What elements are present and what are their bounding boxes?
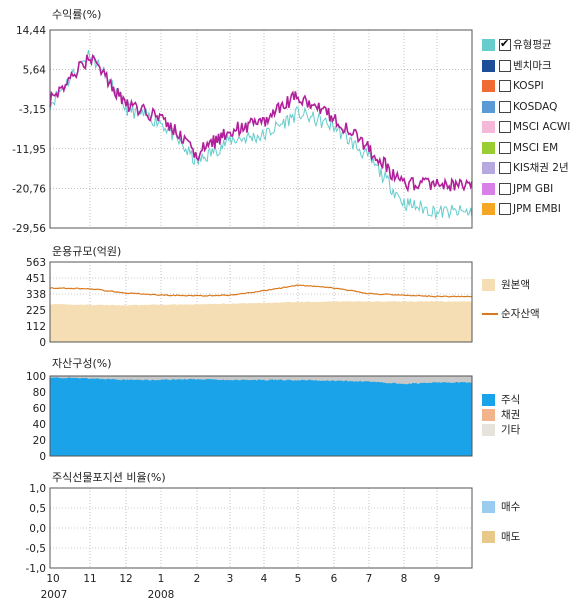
legend-checkbox[interactable]: ✔ [499,37,511,51]
legend-swatch [482,141,495,154]
panel2-ytick-label: 112 [26,321,46,333]
legend-checkbox[interactable] [499,182,511,195]
panel3-title: 자산구성(%) [52,357,112,370]
panel4-ytick-label: 0,0 [29,523,46,535]
panel4-ytick-label: -1,0 [26,563,47,575]
panel2-ytick-label: 338 [26,289,46,301]
panel1-ytick-label: 14,44 [16,25,46,37]
legend-label: JPM GBI [513,182,554,195]
legend-swatch [482,394,495,406]
asset-mix-stock-area [50,377,472,456]
legend-swatch [482,424,495,436]
panel3-frame [49,375,473,457]
legend-swatch [482,313,498,315]
panel1-frame [49,29,473,229]
legend-swatch [482,501,495,513]
legend-label: 벤치마크 [513,59,552,72]
check-icon: ✔ [500,37,510,50]
legend-label: 주식 [501,394,521,406]
x-month-label: 4 [261,573,268,585]
legend-swatch [482,279,495,291]
legend-checkbox[interactable] [499,203,511,215]
legend-label: MSCI ACWI [513,121,571,133]
legend-swatch [482,182,495,195]
panel2-ytick-label: 451 [26,273,46,285]
panel1-title: 수익률(%) [52,8,102,21]
legend-swatch [482,531,495,543]
legend-label: JPM EMBI [513,203,561,215]
panel1-ytick-label: -3,15 [19,104,46,116]
legend-checkbox[interactable] [499,100,511,113]
panel4-frame [49,487,473,569]
panel3-ytick-label: 40 [33,419,46,431]
legend-label: 유형평균 [513,39,552,51]
legend-swatch [482,121,495,133]
legend-swatch [482,100,495,113]
legend-swatch [482,409,495,421]
legend-label: 매도 [501,531,521,543]
x-year-label: 2007 [41,589,68,601]
panel1-plot-area [50,30,472,228]
panel2-frame [49,261,473,343]
panel4-ytick-label: 1,0 [29,483,46,495]
legend-swatch [482,39,495,51]
x-month-label: 8 [401,573,408,585]
x-month-label: 12 [119,573,132,585]
x-month-label: 6 [331,573,338,585]
x-month-label: 3 [227,573,234,585]
x-month-label: 11 [83,573,96,585]
legend-label: 매수 [501,501,521,513]
panel2-ytick-label: 225 [26,305,46,317]
x-month-label: 10 [46,573,59,585]
panel4-title: 주식선물포지션 비율(%) [52,471,166,484]
legend-label: 채권 [501,409,521,421]
legend-swatch [482,59,495,72]
legend-swatch [482,80,495,92]
panel1-ytick-label: -29,56 [12,223,46,235]
legend-swatch [482,162,495,174]
panel4-ytick-label: 0,5 [29,503,46,515]
panel3-ytick-label: 100 [26,371,46,383]
x-month-label: 1 [158,573,165,585]
legend-label: KIS채권 2년 [513,162,569,174]
legend-label: MSCI EM [513,141,559,154]
returns-series-0-line [49,49,473,220]
panel3-ytick-label: 0 [39,451,46,463]
fund-size-net-asset-line [49,284,473,298]
legend-swatch [482,203,495,215]
x-year-label: 2008 [148,589,175,601]
fund-size-principal-area [50,301,472,342]
legend-label: 기타 [501,424,521,436]
legend-checkbox[interactable] [499,162,511,174]
x-month-label: 7 [366,573,373,585]
panel1-ytick-label: -20,76 [12,183,46,195]
legend-label: 순자산액 [501,308,540,320]
legend-checkbox[interactable] [499,141,511,154]
panel3-ytick-label: 80 [33,387,46,399]
panel1-ytick-label: 5,64 [23,65,47,77]
panel4-ytick-label: -0,5 [26,543,47,555]
panel1-ytick-label: -11,95 [12,144,46,156]
legend-checkbox[interactable] [499,59,511,72]
panel3-ytick-label: 60 [33,403,46,415]
panel3-ytick-label: 20 [33,435,46,447]
x-month-label: 5 [295,573,302,585]
legend-checkbox[interactable] [499,80,511,92]
legend-label: KOSPI [513,80,544,92]
legend-label: 원본액 [501,279,530,291]
x-month-label: 2 [194,573,201,585]
legend-checkbox[interactable] [499,121,511,133]
panel2-title: 운용규모(억원) [52,245,122,258]
legend-label: KOSDAQ [513,100,558,113]
panel2-ytick-label: 0 [39,337,46,349]
x-month-label: 9 [434,573,441,585]
returns-series-1-line [49,53,473,193]
panel2-ytick-label: 563 [26,257,46,269]
